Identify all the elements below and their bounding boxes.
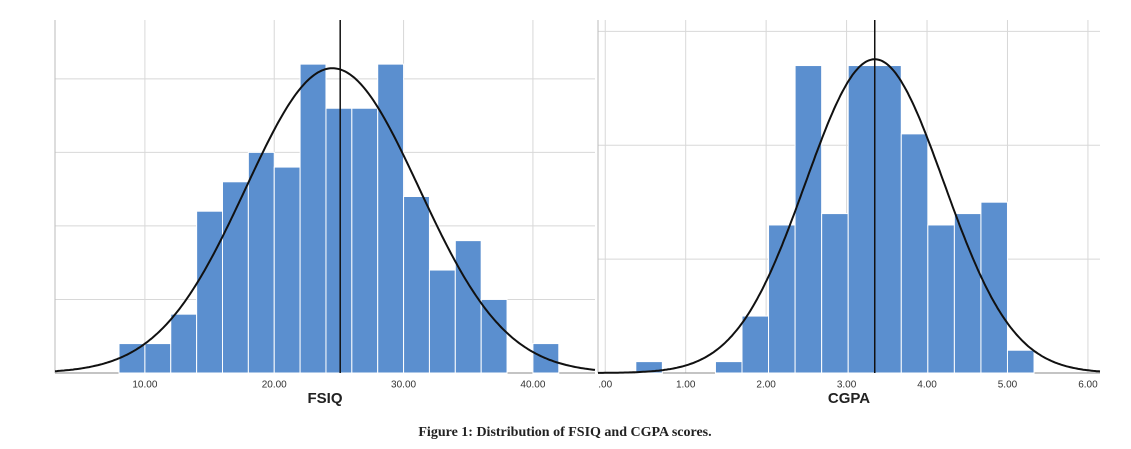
- bar: [480, 298, 508, 374]
- bar: [247, 151, 275, 374]
- x-tick-label: 40.00: [520, 380, 545, 391]
- bar: [847, 65, 876, 374]
- bar: [428, 269, 456, 374]
- bar: [403, 196, 430, 374]
- bar: [196, 210, 223, 374]
- bar: [377, 63, 405, 374]
- x-tick-label: 3.00: [837, 380, 857, 391]
- x-tick-label: 10.00: [132, 380, 157, 391]
- x-tick-label: 4.00: [917, 380, 937, 391]
- bar: [351, 107, 379, 374]
- x-tick-label: 20.00: [262, 380, 287, 391]
- x-tick-label: .00: [598, 380, 612, 391]
- bar: [299, 63, 327, 374]
- bar: [714, 361, 743, 374]
- x-tick-label: 1.00: [676, 380, 696, 391]
- x-tick-label: 2.00: [756, 380, 776, 391]
- bar: [821, 213, 849, 374]
- bar: [927, 224, 955, 374]
- bar: [768, 224, 796, 374]
- bar: [273, 166, 301, 374]
- x-axis-title: CGPA: [828, 390, 870, 407]
- bar: [170, 313, 198, 374]
- x-axis-title: FSIQ: [307, 390, 342, 407]
- bar: [794, 65, 823, 374]
- caption: Figure 1: Distribution of FSIQ and CGPA …: [418, 425, 711, 440]
- bar: [980, 201, 1008, 374]
- normal-curve: [598, 58, 1101, 374]
- bar: [118, 343, 146, 374]
- x-tick-label: 5.00: [998, 380, 1018, 391]
- bar: [454, 240, 482, 374]
- bar: [221, 181, 249, 374]
- bar: [953, 213, 982, 374]
- bar: [900, 133, 929, 374]
- bar: [325, 107, 353, 374]
- normal-curve: [54, 67, 596, 373]
- bar: [1006, 349, 1035, 374]
- bar: [741, 315, 770, 374]
- x-tick-label: 6.00: [1078, 380, 1098, 391]
- bar: [635, 361, 663, 374]
- x-tick-label: 30.00: [391, 380, 416, 391]
- bar: [874, 65, 902, 374]
- bar: [144, 343, 172, 374]
